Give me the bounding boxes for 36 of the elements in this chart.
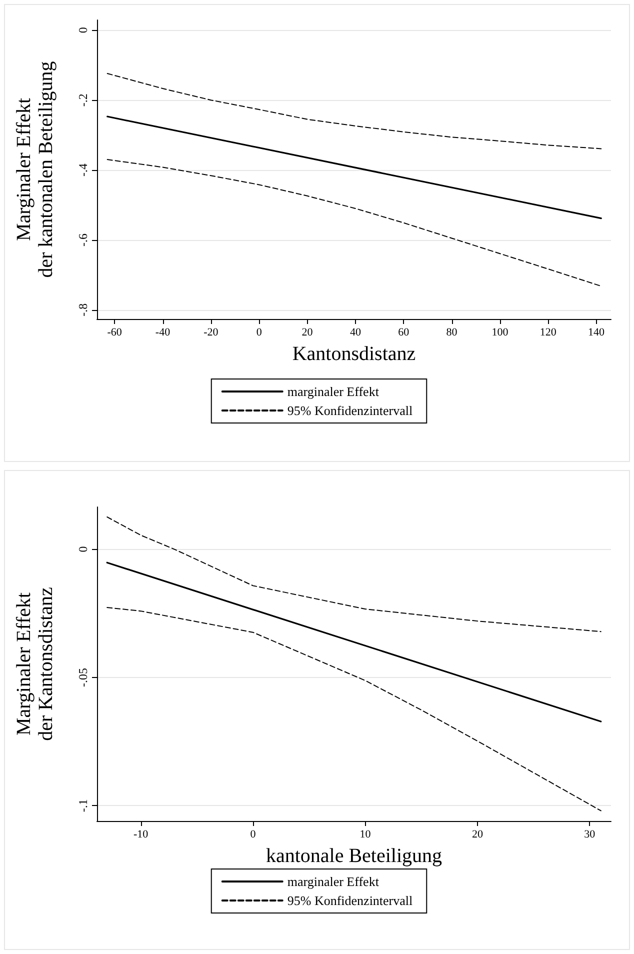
legend-label: 95% Konfidenzintervall <box>287 893 414 908</box>
x-tick-label: 0 <box>256 326 262 338</box>
y-tick-label: -.1 <box>76 799 90 812</box>
x-tick-label: 0 <box>250 828 256 840</box>
y-tick-label: 0 <box>76 27 90 34</box>
y-tick-label: -.6 <box>76 233 90 246</box>
y-tick-label: -.8 <box>76 303 90 316</box>
y-tick-label: -.4 <box>76 164 90 177</box>
line-series <box>106 606 602 812</box>
x-tick-label: -20 <box>204 326 219 338</box>
y-tick-label: -.2 <box>76 94 90 107</box>
x-axis-title: Kantonsdistanz <box>292 343 416 365</box>
y-axis-title: Marginaler Effekt der Kantonsdistanz <box>13 586 57 741</box>
x-tick-label: 40 <box>350 326 362 338</box>
x-tick-label: 100 <box>492 326 509 338</box>
line-series <box>106 73 602 150</box>
x-tick-label: 140 <box>588 326 606 338</box>
x-axis-title: kantonale Beteiligung <box>266 845 442 867</box>
y-tick-label: 0 <box>76 546 90 552</box>
line-series <box>106 159 602 287</box>
x-tick-label: 20 <box>472 828 484 840</box>
x-tick-label: -10 <box>133 828 149 840</box>
y-axis-title: Marginaler Effekt der kantonalen Beteiligung <box>13 61 57 278</box>
x-tick-label: 20 <box>302 326 314 338</box>
x-tick-label: -40 <box>155 326 171 338</box>
x-tick-label: 80 <box>446 326 458 338</box>
x-tick-label: 10 <box>360 828 372 840</box>
line-series <box>106 516 602 632</box>
legend-label: marginaler Effekt <box>287 874 380 889</box>
x-tick-label: -60 <box>107 326 122 338</box>
x-tick-label: 60 <box>398 326 410 338</box>
legend-label: marginaler Effekt <box>287 384 380 399</box>
y-tick-label: -.05 <box>76 668 90 687</box>
x-tick-label: 120 <box>540 326 557 338</box>
legend-label: 95% Konfidenzintervall <box>287 403 414 418</box>
x-tick-label: 30 <box>584 828 596 840</box>
